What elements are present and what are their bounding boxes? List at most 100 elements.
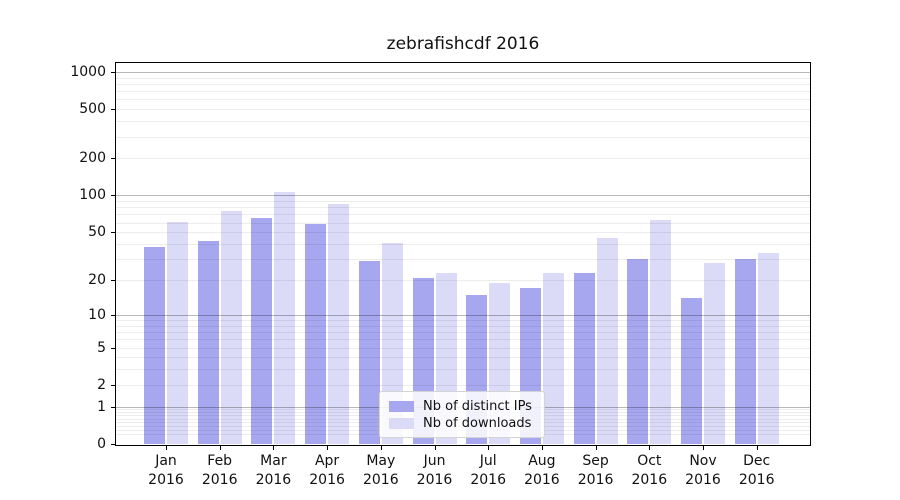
y-axis-tick-label: 20 [88,272,106,289]
bar-distinct-ips-jan [144,246,165,444]
grid-line-minor [116,84,810,85]
legend-label-distinct-ips: Nb of distinct IPs [423,399,532,414]
y-axis-tick [111,348,115,349]
x-axis-tick-label-oct: Oct 2016 [631,453,668,488]
bar-distinct-ips-oct [627,259,649,444]
bar-downloads-jan [167,221,188,444]
y-axis-tick-label: 10 [88,306,106,323]
x-axis-tick-label-dec: Dec 2016 [738,453,775,488]
y-axis-tick [111,109,115,110]
grid-line-minor [116,223,810,224]
y-axis-tick [111,195,115,196]
x-axis-tick [166,446,167,450]
grid-line-minor [116,207,810,208]
x-axis-tick [541,446,543,450]
y-axis-tick [111,315,115,316]
x-axis-tick [219,446,221,450]
grid-line-minor [116,91,810,92]
chart-title: zebrafishcdf 2016 [386,34,540,54]
bar-downloads-nov [704,262,725,444]
x-axis-tick-label-mar: Mar 2016 [255,453,292,488]
legend: Nb of distinct IPs Nb of downloads [379,391,545,438]
y-axis-tick [111,72,115,73]
y-axis-tick [111,280,115,281]
grid-line-minor [116,201,810,202]
bar-distinct-ips-dec [734,259,756,444]
grid-line-minor [116,280,810,281]
bar-distinct-ips-mar [251,218,273,444]
bar-downloads-feb [220,210,242,444]
bar-downloads-oct [650,220,672,444]
grid-line-major [116,72,810,73]
bar-distinct-ips-apr [305,224,327,444]
legend-item-distinct-ips: Nb of distinct IPs [389,399,535,414]
grid-line-minor [116,332,810,333]
grid-line-minor [116,137,810,138]
grid-line-minor [116,259,810,260]
grid-line-minor [116,320,810,321]
grid-line-minor [116,339,810,340]
x-axis-tick [595,446,597,450]
y-axis-tick [111,444,115,445]
y-axis-tick-label: 0 [97,436,106,452]
x-axis-tick [273,446,275,450]
grid-line-minor [116,99,810,100]
x-axis-tick-label-apr: Apr 2016 [309,453,345,488]
x-axis-tick [649,446,651,450]
grid-line-major [116,315,810,316]
x-axis-tick-label-jan: Jan 2016 [148,453,184,488]
grid-line-minor [116,214,810,215]
bar-downloads-apr [328,204,350,444]
y-axis-tick-label: 1 [97,398,106,415]
y-axis-tick-label: 100 [79,187,106,204]
legend-swatch-downloads-icon [389,418,414,429]
x-axis-tick [488,446,490,450]
bar-distinct-ips-sep [573,272,595,444]
x-axis-tick-label-feb: Feb 2016 [201,453,238,488]
grid-line-minor [116,109,810,110]
y-axis-tick-label: 2 [97,376,106,393]
y-axis-tick [111,385,115,386]
bar-downloads-sep [596,237,618,444]
y-axis-tick [111,407,115,408]
x-axis-tick [756,446,758,450]
grid-line-minor [116,244,810,245]
x-axis-tick-label-may: May 2016 [362,453,399,488]
bar-downloads-dec [757,252,779,444]
y-axis-tick-label: 5 [97,339,106,356]
y-axis-tick-label: 200 [79,150,106,167]
bar-downloads-aug [542,272,564,444]
grid-line-minor [116,369,810,370]
y-axis-tick-label: 500 [79,101,106,118]
grid-line-minor [116,158,810,159]
x-axis-tick [327,446,329,450]
grid-line-minor [116,385,810,386]
x-axis-tick-label-nov: Nov 2016 [685,453,721,488]
x-axis-tick-label-jul: Jul 2016 [470,453,506,488]
x-axis-tick-label-aug: Aug 2016 [524,453,560,488]
grid-line-minor [116,357,810,358]
legend-item-downloads: Nb of downloads [389,416,535,431]
x-axis-tick [380,446,382,450]
grid-line-minor [116,232,810,233]
grid-line-minor [116,348,810,349]
legend-swatch-distinct-ips-icon [389,401,414,412]
x-axis-tick-label-sep: Sep 2016 [577,453,614,488]
x-axis-tick [703,446,704,450]
bar-distinct-ips-feb [197,241,219,444]
bar-distinct-ips-nov [681,298,702,444]
grid-line-minor [116,326,810,327]
legend-label-downloads: Nb of downloads [423,416,532,431]
y-axis-tick-label: 50 [88,224,106,241]
grid-line-minor [116,121,810,122]
y-axis-tick [111,158,115,159]
grid-line-major [116,195,810,196]
bar-distinct-ips-may [358,260,380,444]
x-axis-tick-label-jun: Jun 2016 [416,453,453,488]
y-axis-tick [111,232,115,233]
x-axis-tick [434,446,436,450]
grid-line-minor [116,78,810,79]
y-axis-tick-label: 1000 [70,63,106,80]
bar-downloads-mar [274,192,296,444]
